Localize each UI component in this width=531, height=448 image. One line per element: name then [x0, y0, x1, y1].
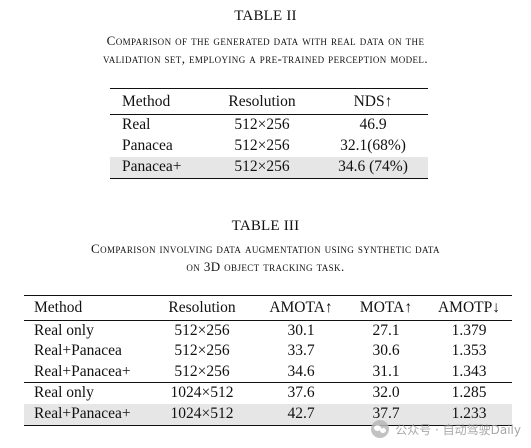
table3: Method Resolution AMOTA↑ MOTA↑ AMOTP↓ Re…	[24, 295, 512, 426]
table2-header-row: Method Resolution NDS↑	[110, 88, 428, 115]
cell-method: Real only	[34, 321, 94, 339]
table-row-highlighted: Panacea+ 512×256 34.6 (74%)	[110, 156, 428, 179]
table-row: Panacea 512×256 32.1(68%)	[110, 136, 428, 157]
cell-method: Real+Panacea	[34, 342, 122, 359]
cell-mota: 30.6	[372, 342, 400, 359]
cell-resolution: 1024×512	[148, 403, 256, 426]
watermark: 公众号 · 自动驾驶Daily	[371, 420, 521, 438]
table-row-highlighted: Real+Panacea+ 1024×512 42.7 37.7 1.233	[24, 403, 512, 426]
cell-method: Panacea	[122, 137, 173, 154]
cell-method: Real+Panacea+	[24, 403, 148, 426]
cell-amotp: 1.343	[451, 362, 487, 380]
cell-method: Real+Panacea+	[34, 362, 131, 380]
table-row: Real only 512×256 30.1 27.1 1.379	[24, 320, 512, 341]
cell-nds: 32.1(68%)	[340, 137, 406, 154]
table-row: Real+Panacea+ 512×256 34.6 31.1 1.343	[24, 362, 512, 383]
table2-header-nds: NDS↑	[353, 92, 393, 110]
cell-amota: 34.6	[287, 362, 315, 380]
table3-caption-line2: on 3D object tracking task.	[186, 259, 345, 274]
cell-resolution: 512×256	[174, 321, 230, 339]
cell-resolution: 512×256	[174, 342, 230, 359]
cell-amota: 37.6	[287, 384, 315, 402]
table-row: Real only 1024×512 37.6 32.0 1.285	[24, 382, 512, 404]
table-row: Real+Panacea 512×256 33.7 30.6 1.353	[24, 341, 512, 362]
cell-resolution: 512×256	[206, 156, 318, 179]
cell-method: Panacea+	[110, 156, 206, 179]
watermark-text: 公众号 · 自动驾驶Daily	[395, 422, 521, 437]
table2-caption-line2: validation set, employing a pre-trained …	[103, 51, 428, 66]
cell-resolution: 1024×512	[170, 384, 234, 402]
table2: Method Resolution NDS↑ Real 512×256 46.9…	[110, 88, 428, 179]
table3-header-mota: MOTA↑	[359, 299, 413, 316]
cell-mota: 27.1	[372, 321, 400, 339]
cell-amotp: 1.233	[426, 403, 512, 426]
cell-amotp: 1.353	[451, 342, 487, 359]
cell-amota: 42.7	[256, 403, 346, 426]
cell-mota: 32.0	[372, 384, 400, 402]
cell-mota: 31.1	[372, 362, 400, 380]
cell-amotp: 1.285	[451, 384, 487, 402]
cell-resolution: 512×256	[174, 362, 230, 380]
table2-caption-line1: Comparison of the generated data with re…	[106, 33, 425, 48]
wechat-logo-icon	[371, 420, 390, 438]
table3-header-resolution: Resolution	[168, 299, 236, 316]
table3-number: TABLE III	[231, 218, 300, 234]
table2-header-method: Method	[122, 92, 171, 110]
cell-nds: 34.6 (74%)	[318, 156, 428, 179]
cell-method: Real	[122, 116, 151, 134]
cell-resolution: 512×256	[234, 116, 290, 134]
cell-nds: 46.9	[359, 116, 387, 134]
table3-caption-line1: Comparison involving data augmentation u…	[91, 241, 440, 256]
table-row: Real 512×256 46.9	[110, 114, 428, 136]
cell-resolution: 512×256	[234, 137, 290, 154]
table2-number: TABLE II	[234, 8, 297, 24]
table3-header-amotp: AMOTP↓	[437, 299, 500, 316]
cell-mota: 37.7	[346, 403, 426, 426]
table3-header-method: Method	[34, 299, 83, 316]
table3-header-row: Method Resolution AMOTA↑ MOTA↑ AMOTP↓	[24, 295, 512, 321]
cell-amota: 33.7	[287, 342, 315, 359]
cell-method: Real only	[34, 384, 94, 402]
cell-amotp: 1.379	[451, 321, 487, 339]
table3-header-amota: AMOTA↑	[269, 299, 333, 316]
table2-header-resolution: Resolution	[228, 92, 296, 110]
cell-amota: 30.1	[287, 321, 315, 339]
